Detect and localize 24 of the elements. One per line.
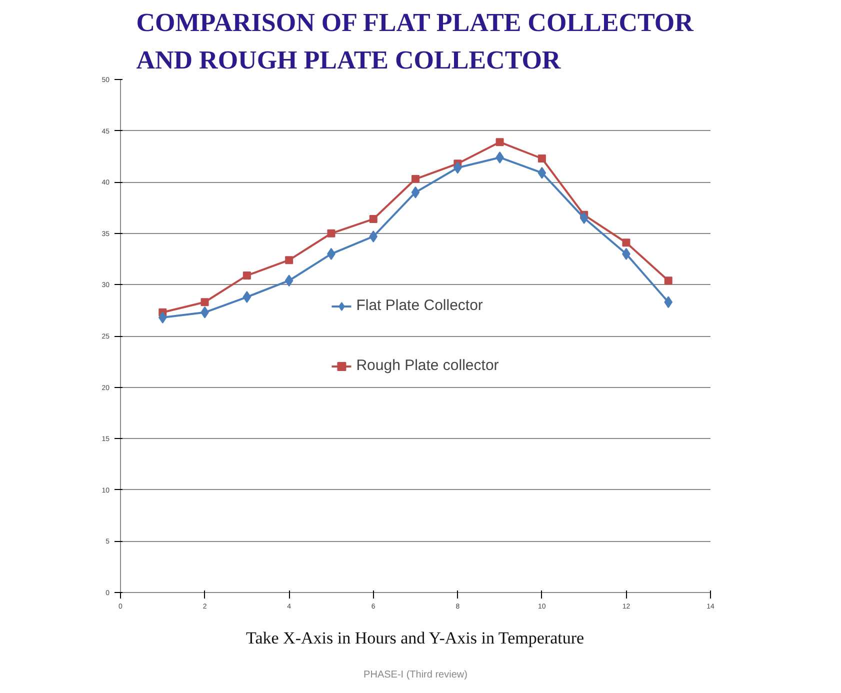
- point: [158, 312, 167, 324]
- point: [580, 212, 588, 224]
- legend-label: Flat Plate Collector: [356, 297, 483, 314]
- legend-label: Rough Plate collector: [356, 357, 499, 374]
- point: [412, 175, 420, 184]
- point: [242, 291, 252, 304]
- point: [664, 276, 672, 285]
- point: [538, 166, 546, 179]
- chart-title: COMPARISON OF FLAT PLATE COLLECTOR AND ROUGH PLATE COLLECTOR: [136, 8, 694, 74]
- point: [369, 215, 378, 224]
- point: [285, 256, 294, 264]
- point: [369, 230, 378, 242]
- text: PHASE-I (Third review): [364, 670, 468, 680]
- text: Take X-Axis in Hours and Y-Axis in Temperature: [246, 628, 584, 648]
- point: [664, 296, 673, 308]
- point: [200, 298, 209, 306]
- point: [411, 186, 420, 198]
- point: [242, 271, 251, 280]
- point: [538, 154, 546, 162]
- point: [496, 138, 504, 146]
- point: [622, 238, 630, 247]
- point: [327, 229, 336, 238]
- point: [284, 274, 294, 287]
- point: [453, 162, 462, 174]
